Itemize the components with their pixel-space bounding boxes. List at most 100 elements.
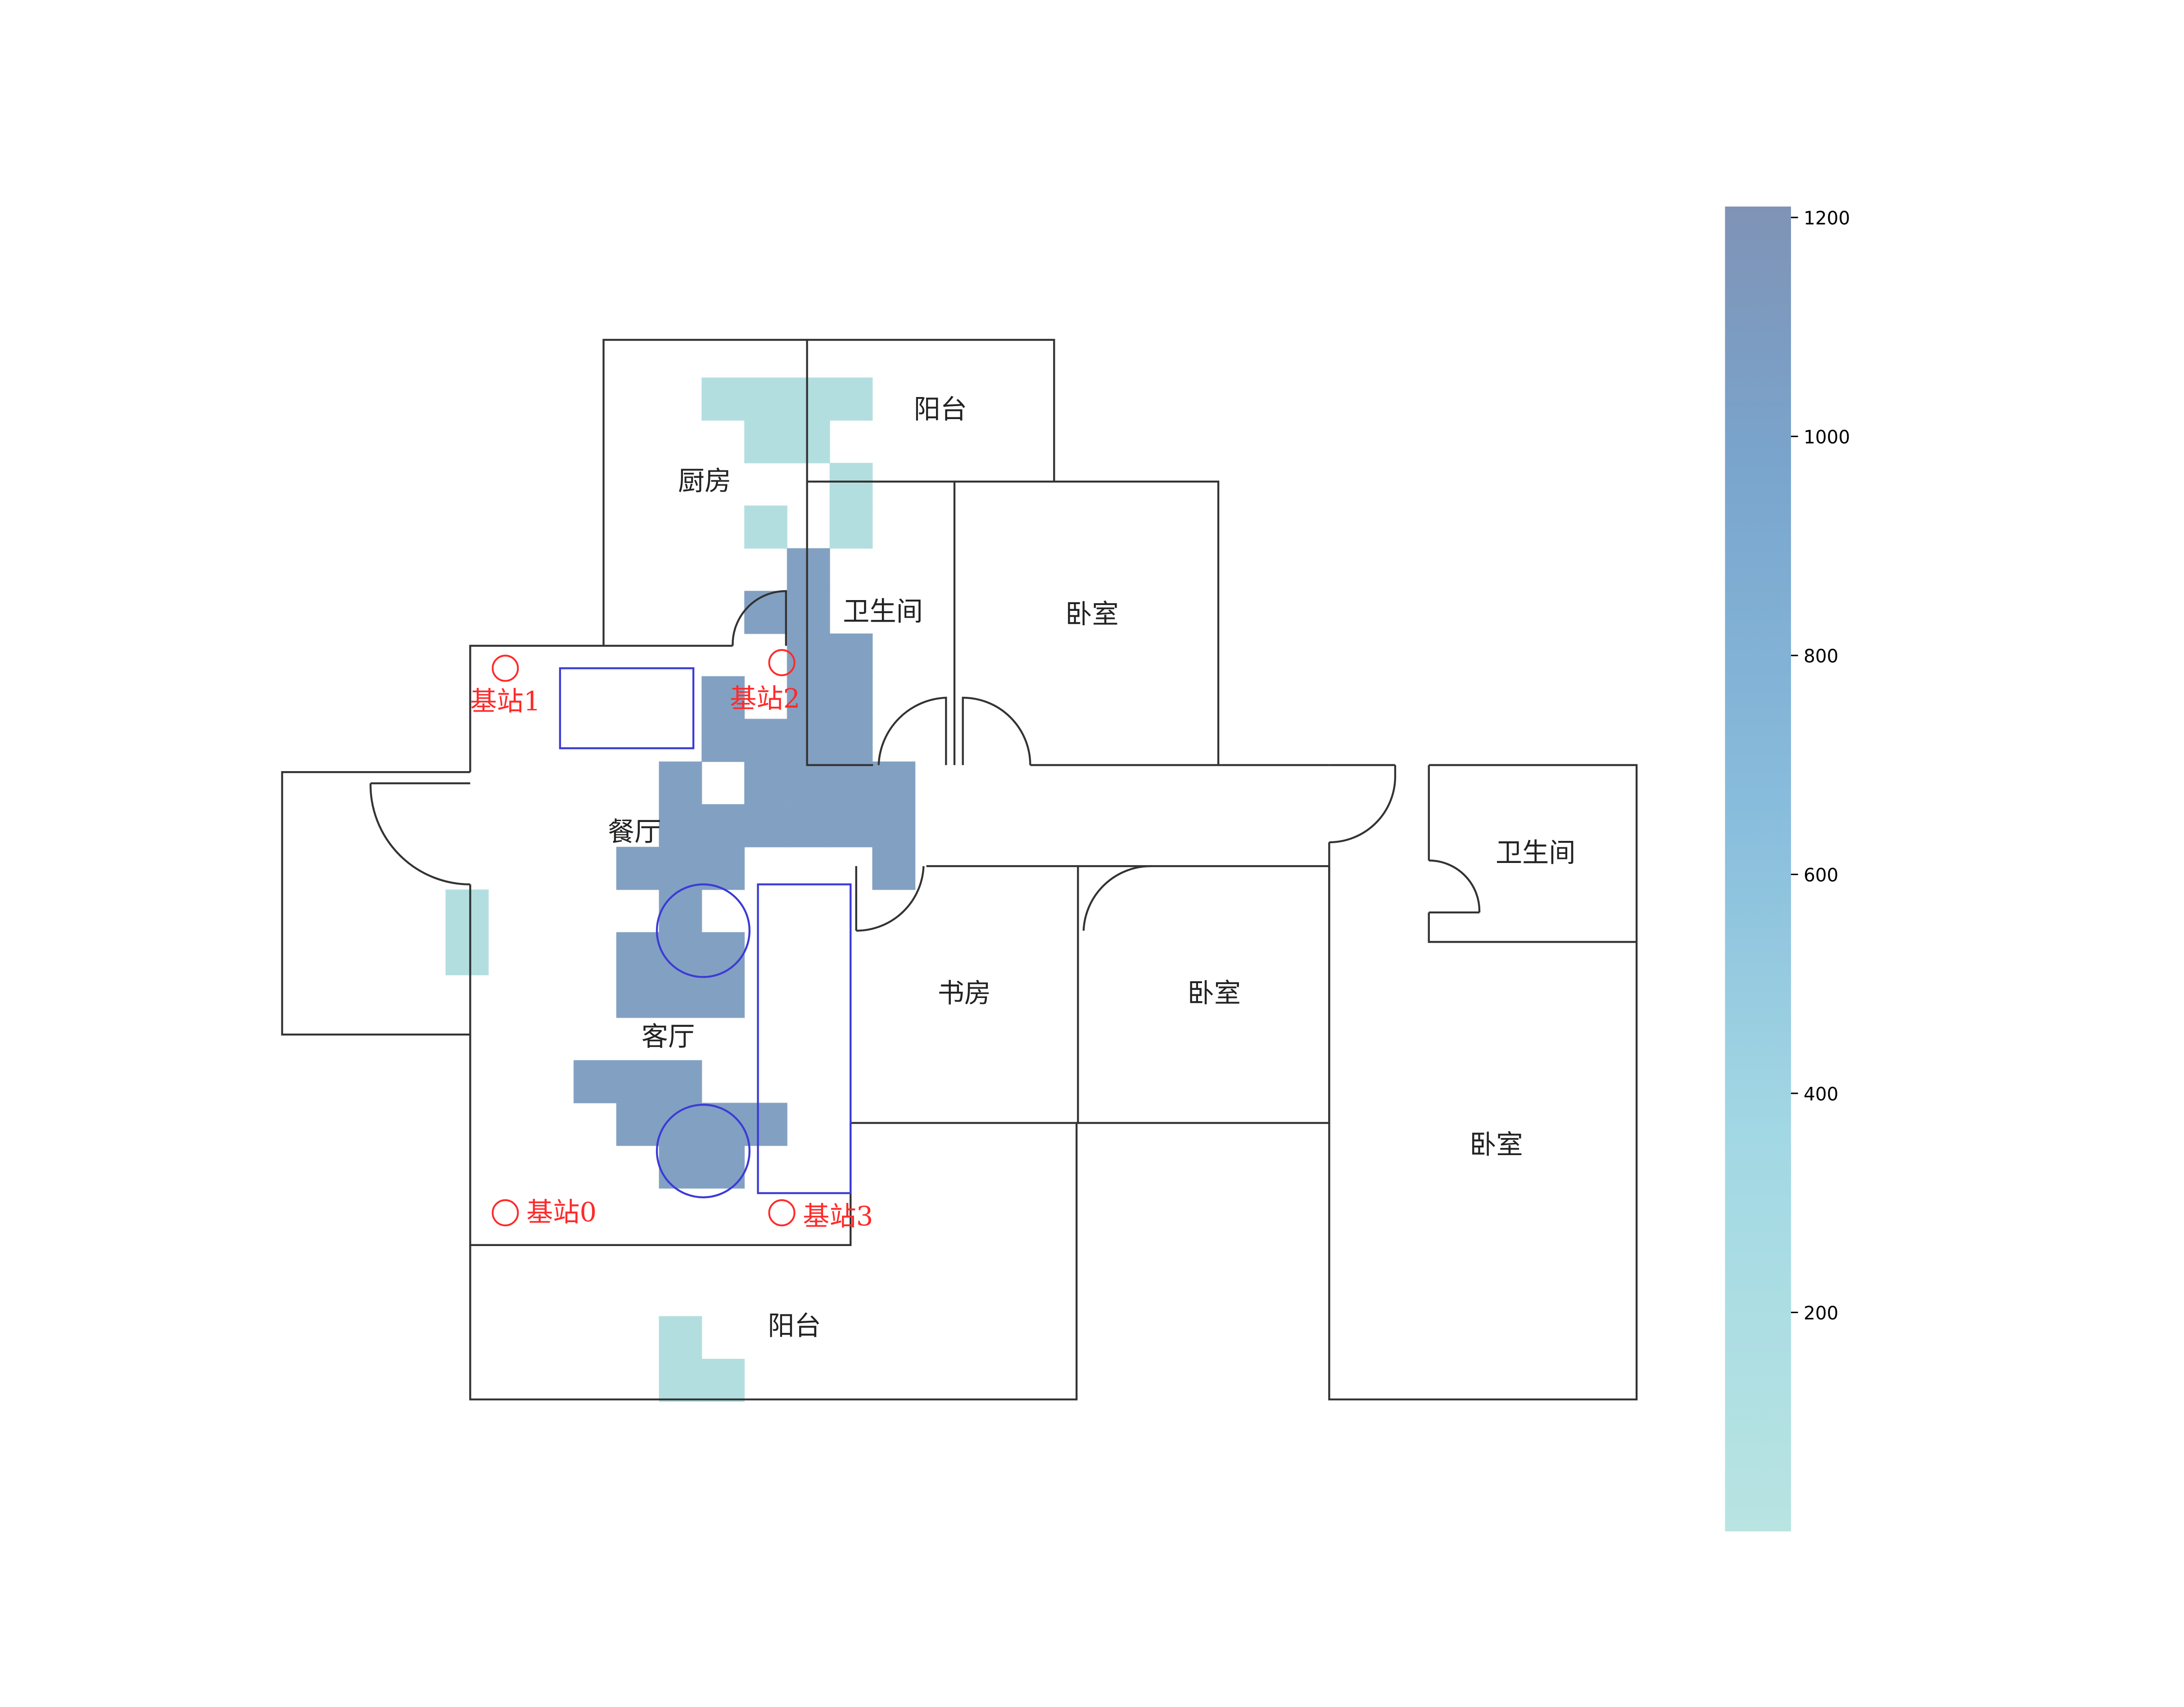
heatmap-cell	[787, 804, 830, 848]
door-arc-bedroom-2	[1082, 865, 1151, 931]
base-station-label: 基站1	[470, 686, 540, 717]
heatmap-cell	[787, 633, 830, 677]
wall-bathroom-door-jamb	[806, 578, 873, 766]
heatmap-cell	[829, 505, 873, 549]
heatmap-cell	[829, 377, 873, 421]
wall-kitchen	[602, 339, 808, 646]
colorbar-tick-label: 200	[1804, 1302, 1838, 1324]
base-station-marker	[492, 655, 519, 682]
chair-upper	[656, 883, 751, 978]
heatmap-cell	[701, 975, 745, 1018]
room-label-study: 书房	[938, 977, 991, 1008]
room-label-bedroom-3: 卧室	[1470, 1129, 1523, 1160]
colorbar-tick-label: 1200	[1804, 208, 1850, 229]
door-arc-bedroom-1	[962, 696, 1031, 765]
door-arc-entry	[369, 783, 470, 885]
room-label-balcony-top: 阳台	[914, 394, 967, 425]
furniture	[559, 667, 852, 1198]
wall-corridor-end	[1328, 764, 1638, 1400]
heatmap-cell	[829, 761, 873, 805]
heatmap-cell	[701, 718, 745, 762]
heatmap-cell	[573, 1060, 617, 1104]
colorbar-ticks: 200 400 600 800 1000 1200	[1791, 208, 1850, 1324]
base-station-marker	[492, 1199, 519, 1227]
door-arc-study	[856, 866, 925, 932]
heatmap-cell	[701, 932, 745, 975]
room-label-dining: 餐厅	[608, 816, 661, 847]
heatmap-cell	[659, 1316, 702, 1359]
door-arc-corridor-end	[1329, 765, 1397, 844]
heatmap-cells	[445, 377, 916, 1402]
heatmap-cell	[659, 1060, 702, 1104]
heatmap-cell	[659, 889, 702, 933]
base-stations: 基站0 基站1 基站2 基站3	[470, 649, 873, 1232]
base-station-label: 基站0	[526, 1197, 597, 1228]
base-station-1: 基站1	[470, 655, 541, 717]
heatmap-cell	[787, 591, 830, 634]
room-label-living: 客厅	[642, 1021, 695, 1052]
heatmap-cell	[659, 975, 702, 1018]
heatmap-cell	[787, 761, 830, 805]
heatmap-cell	[659, 846, 702, 890]
heatmap-cell	[659, 932, 702, 975]
heatmap-cell	[787, 548, 830, 592]
heatmap-cell	[616, 1102, 660, 1146]
heatmap-cell	[829, 718, 873, 762]
wall-corridor-bottom	[850, 865, 1079, 1124]
room-label-kitchen: 厨房	[678, 465, 731, 497]
heatmap-cell	[872, 804, 916, 848]
wall-entry	[281, 771, 470, 1036]
heatmap-cell	[659, 1145, 702, 1189]
heatmap-cell	[829, 676, 873, 720]
heatmap-cell	[659, 804, 702, 848]
heatmap-cell	[616, 1060, 660, 1104]
heatmap-cell	[659, 1359, 702, 1402]
heatmap-cell	[829, 804, 873, 848]
heatmap-cell	[659, 761, 702, 805]
heatmap-cell	[787, 718, 830, 762]
heatmap-cell	[787, 377, 830, 421]
heatmap-cell	[445, 889, 489, 933]
heatmap-cell	[829, 633, 873, 677]
colorbar: 200 400 600 800 1000 1200	[1725, 206, 1850, 1531]
base-station-marker	[768, 1199, 796, 1227]
heatmap-cell	[872, 761, 916, 805]
heatmap-cell	[872, 846, 916, 890]
colorbar-tick-label: 400	[1804, 1083, 1838, 1105]
base-station-marker	[768, 649, 796, 677]
room-label-balcony-bottom: 阳台	[768, 1310, 821, 1341]
base-station-0: 基站0	[492, 1197, 597, 1228]
heatmap-cell	[787, 420, 830, 464]
room-label-bedroom-2: 卧室	[1188, 977, 1241, 1008]
colorbar-tick-label: 1000	[1804, 426, 1850, 448]
heatmap-cell	[616, 975, 660, 1018]
door-arc-bathroom-2	[1429, 859, 1481, 912]
base-station-3: 基站3	[768, 1199, 873, 1232]
wall-bedroom-1	[954, 480, 1220, 765]
heatmap-cell	[616, 846, 660, 890]
heatmap-cell	[744, 761, 788, 805]
dining-table	[559, 667, 695, 750]
heatmap-cell	[701, 1359, 745, 1402]
wall-dining-top	[469, 645, 733, 772]
wall-balcony-bottom	[469, 1123, 1078, 1400]
base-station-label: 基站2	[730, 683, 800, 714]
heatmap-cell	[829, 462, 873, 506]
heatmap-cell	[744, 377, 788, 421]
heatmap-cell	[701, 377, 745, 421]
room-label-bathroom-2: 卫生间	[1496, 837, 1576, 868]
heatmap-cell	[445, 932, 489, 975]
colorbar-tick-label: 600	[1804, 864, 1838, 886]
heatmap-cell	[787, 676, 830, 720]
wall-balcony-top	[807, 339, 1055, 482]
door-arc-kitchen	[732, 590, 787, 646]
heatmap-cell	[701, 846, 745, 890]
heatmap-cell	[616, 932, 660, 975]
door-arc-bathroom	[877, 696, 947, 765]
colorbar-gradient	[1725, 206, 1791, 1531]
heatmap-cell	[744, 1102, 788, 1146]
base-station-label: 基站3	[803, 1201, 873, 1232]
base-station-2: 基站2	[730, 649, 800, 714]
walls	[281, 339, 1638, 1400]
